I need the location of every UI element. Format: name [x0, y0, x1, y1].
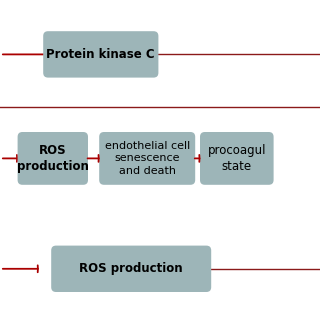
FancyBboxPatch shape — [43, 31, 158, 78]
FancyBboxPatch shape — [51, 246, 211, 292]
Text: procoagul
state: procoagul state — [208, 144, 266, 173]
FancyBboxPatch shape — [99, 132, 195, 185]
FancyBboxPatch shape — [200, 132, 274, 185]
Text: ROS production: ROS production — [79, 262, 183, 275]
Text: endothelial cell
senescence
and death: endothelial cell senescence and death — [105, 141, 190, 176]
FancyBboxPatch shape — [18, 132, 88, 185]
Text: Protein kinase C: Protein kinase C — [46, 48, 155, 61]
Text: ROS
production: ROS production — [17, 144, 89, 173]
